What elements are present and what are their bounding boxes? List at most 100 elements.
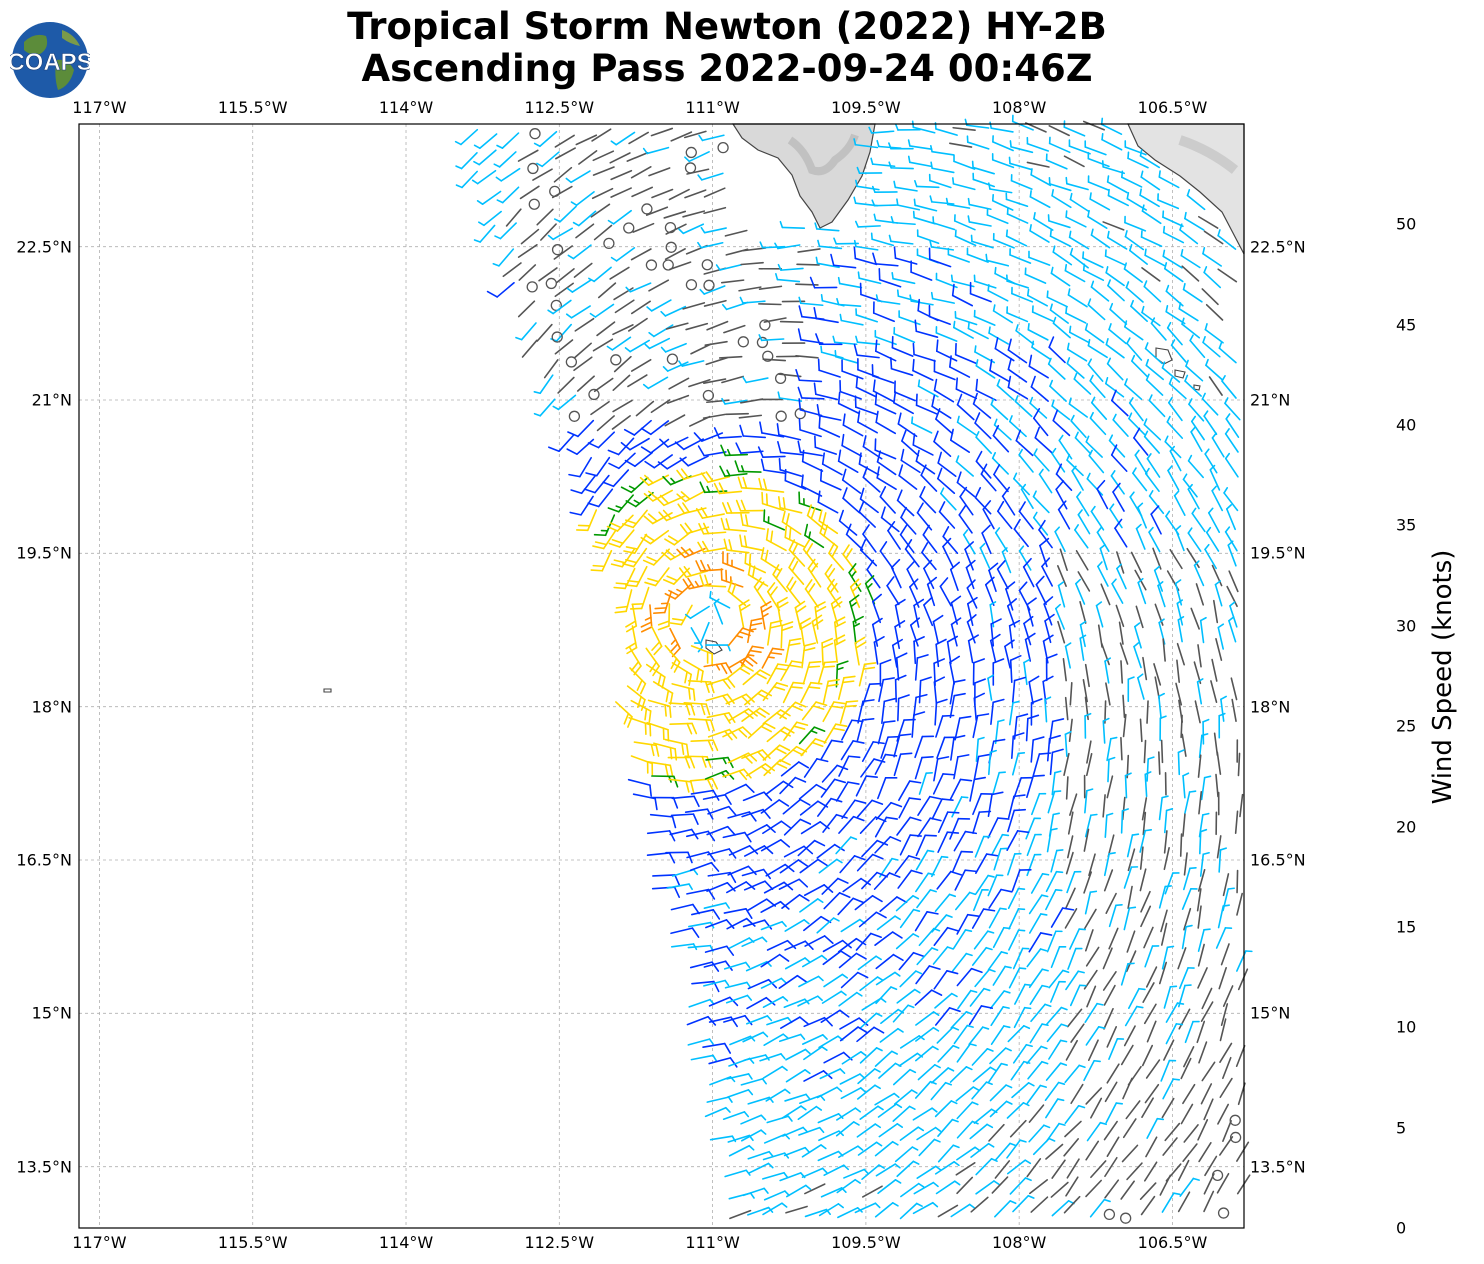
wind-barb xyxy=(765,528,787,552)
wind-barb xyxy=(1046,734,1061,762)
wind-barb xyxy=(705,644,731,652)
wind-barb xyxy=(1219,1042,1233,1063)
wind-barb xyxy=(725,693,755,705)
wind-barb xyxy=(615,701,633,728)
wind-barb xyxy=(1052,409,1071,437)
wind-barb xyxy=(1026,1045,1048,1065)
wind-barb xyxy=(1143,926,1154,949)
wind-barb xyxy=(659,436,689,448)
wind-barb xyxy=(1163,846,1170,871)
wind-barb xyxy=(1047,790,1062,814)
wind-barb xyxy=(987,283,1009,302)
wind-barb xyxy=(740,1078,767,1086)
wind-barb xyxy=(1141,305,1161,327)
wind-barb xyxy=(967,634,979,664)
wind-barb xyxy=(742,919,773,930)
wind-barb xyxy=(724,229,748,237)
wind-barb xyxy=(779,859,809,874)
wind-barb xyxy=(719,465,748,477)
wind-barb xyxy=(643,512,673,525)
y-tick-left: 13.5°N xyxy=(16,1157,72,1177)
wind-barb xyxy=(554,282,574,298)
wind-barb xyxy=(866,559,881,589)
wind-barb xyxy=(1142,982,1155,1003)
wind-barb xyxy=(878,677,895,703)
wind-barb xyxy=(1144,945,1160,968)
wind-barb xyxy=(767,619,783,646)
wind-barb xyxy=(1228,570,1239,593)
wind-barb xyxy=(1182,813,1186,837)
wind-barb xyxy=(552,394,577,411)
wind-barb xyxy=(898,1052,924,1067)
wind-barb xyxy=(1028,250,1051,266)
wind-barb xyxy=(799,1094,826,1105)
wind-barb xyxy=(762,996,789,1009)
wind-barb xyxy=(1046,930,1063,953)
wind-barb xyxy=(593,377,614,393)
y-tick-right: 22.5°N xyxy=(1250,237,1306,257)
wind-barb xyxy=(922,524,938,554)
wind-barb xyxy=(1127,848,1136,872)
wind-barb xyxy=(702,1042,732,1054)
wind-barb xyxy=(658,509,688,522)
wind-barb xyxy=(898,780,922,802)
wind-barb xyxy=(956,415,977,436)
wind-barb xyxy=(970,234,994,249)
wind-barb xyxy=(942,526,959,555)
y-tick-left: 19.5°N xyxy=(16,543,72,563)
wind-barb xyxy=(690,739,719,752)
wind-barb xyxy=(1050,1181,1069,1198)
wind-barb xyxy=(476,190,502,205)
wind-barb xyxy=(973,309,996,326)
wind-barb xyxy=(697,445,727,457)
wind-barb xyxy=(1084,323,1105,344)
wind-barb xyxy=(1050,266,1071,287)
wind-barb xyxy=(981,524,992,555)
wind-barb xyxy=(801,449,824,472)
wind-barb xyxy=(703,979,730,987)
wind-barb xyxy=(1213,732,1219,756)
wind-barb xyxy=(1205,303,1224,321)
wind-barb xyxy=(819,521,839,548)
wind-barb xyxy=(1008,619,1021,649)
x-tick-bottom: 115.5°W xyxy=(217,1233,288,1252)
wind-barb xyxy=(1099,543,1108,571)
wind-barb xyxy=(862,466,881,493)
wind-barb xyxy=(574,317,595,332)
wind-barb xyxy=(592,150,615,162)
wind-barb xyxy=(565,305,591,319)
wind-barb xyxy=(1079,601,1087,624)
wind-barb xyxy=(573,356,593,372)
wind-barb xyxy=(873,636,885,665)
wind-barb xyxy=(1065,176,1089,191)
wind-barb xyxy=(897,694,910,722)
wind-barb xyxy=(972,658,985,686)
wind-barb xyxy=(671,662,692,687)
wind-barb xyxy=(1145,358,1165,381)
colorbar-tick-label: 30 xyxy=(1396,616,1417,636)
wind-barb xyxy=(1157,193,1180,210)
wind-barb xyxy=(1120,808,1129,834)
wind-barb xyxy=(735,442,764,454)
wind-barb xyxy=(818,416,841,438)
y-tick-right: 16.5°N xyxy=(1250,850,1306,870)
wind-barb xyxy=(1115,604,1125,628)
wind-barb xyxy=(879,486,896,514)
wind-barb xyxy=(502,262,522,278)
wind-barb xyxy=(1008,156,1032,171)
wind-barb xyxy=(1125,281,1144,303)
wind-barb xyxy=(1014,395,1033,418)
wind-barb xyxy=(945,197,971,209)
wind-barb xyxy=(1047,214,1071,229)
wind-barb xyxy=(684,162,697,174)
wind-barb xyxy=(519,185,540,200)
wind-barb xyxy=(1063,1195,1081,1214)
wind-barb xyxy=(894,855,921,875)
wind-barb xyxy=(555,147,576,160)
wind-barb xyxy=(1050,849,1064,873)
wind-barb xyxy=(815,333,843,346)
wind-barb xyxy=(1124,772,1132,799)
wind-barb xyxy=(583,474,610,494)
wind-barb xyxy=(987,749,997,776)
wind-barb xyxy=(645,206,669,216)
